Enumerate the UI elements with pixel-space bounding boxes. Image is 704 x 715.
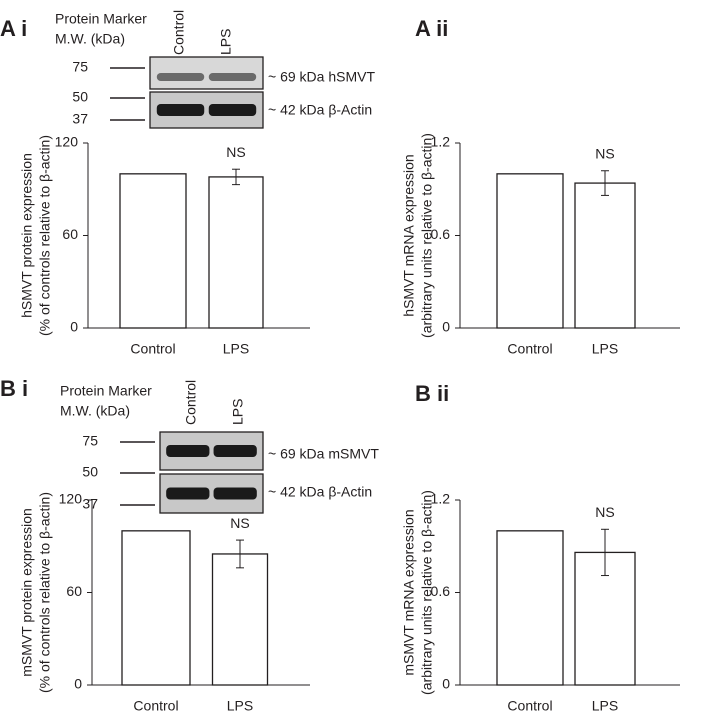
y-axis-label: hSMVT mRNA expression [401, 154, 417, 316]
marker-label: 50 [82, 464, 98, 480]
marker-label: 37 [82, 496, 98, 512]
marker-label: 37 [72, 111, 88, 127]
band [166, 487, 210, 500]
x-tick-label: Control [507, 698, 552, 714]
panel-label: A i [0, 16, 27, 41]
marker-label: 75 [72, 59, 88, 75]
band-label: ~ 42 kDa β-Actin [268, 102, 372, 118]
y-tick-label: 1.2 [431, 491, 451, 507]
band [213, 445, 257, 457]
annotation: NS [595, 145, 614, 161]
y-tick-label: 60 [62, 226, 78, 242]
lane-label: LPS [218, 29, 234, 55]
y-tick-label: 0 [70, 319, 78, 335]
bar [208, 176, 264, 329]
lane-label: Control [171, 10, 187, 55]
x-tick-label: Control [130, 341, 175, 357]
annotation: NS [230, 515, 249, 531]
x-tick-label: LPS [223, 341, 249, 357]
band [156, 73, 205, 81]
lane-label: LPS [230, 399, 246, 425]
y-tick-label: 0 [442, 676, 450, 692]
x-tick-label: LPS [227, 698, 253, 714]
bar [574, 182, 636, 329]
panel-label: B i [0, 376, 28, 401]
blot-title: M.W. (kDa) [55, 31, 125, 47]
y-tick-label: 120 [55, 134, 79, 150]
y-axis-label: mSMVT mRNA expression [401, 509, 417, 675]
y-axis-label: (arbitrary units relative to β-actin) [419, 490, 435, 695]
bar [211, 553, 269, 686]
marker-label: 50 [72, 89, 88, 105]
y-axis-label: mSMVT protein expression [19, 508, 35, 677]
band-label: ~ 42 kDa β-Actin [268, 484, 372, 500]
band [208, 73, 257, 81]
x-tick-label: LPS [592, 341, 618, 357]
band [166, 445, 210, 457]
band-label: ~ 69 kDa mSMVT [268, 446, 379, 462]
lane-label: Control [183, 380, 199, 425]
y-tick-label: 60 [66, 583, 82, 599]
y-tick-label: 1.2 [431, 134, 451, 150]
y-tick-label: 120 [59, 491, 83, 507]
y-tick-label: 0.6 [431, 583, 451, 599]
annotation: NS [226, 144, 245, 160]
bar [121, 530, 191, 686]
band [208, 104, 257, 116]
bar [119, 173, 187, 329]
bar [496, 173, 564, 329]
blot-title: Protein Marker [60, 383, 152, 399]
panel-label: B ii [415, 381, 449, 406]
y-axis-label: (% of controls relative to β-actin) [37, 135, 53, 336]
y-tick-label: 0 [74, 676, 82, 692]
band [156, 104, 205, 116]
y-axis-label: (arbitrary units relative to β-actin) [419, 133, 435, 338]
x-tick-label: LPS [592, 698, 618, 714]
y-axis-label: hSMVT protein expression [19, 153, 35, 318]
band [213, 487, 257, 500]
x-tick-label: Control [507, 341, 552, 357]
y-axis-label: (% of controls relative to β-actin) [37, 492, 53, 693]
panel-label: A ii [415, 16, 448, 41]
band-label: ~ 69 kDa hSMVT [268, 69, 375, 85]
blot-title: M.W. (kDa) [60, 403, 130, 419]
bar [496, 530, 564, 686]
annotation: NS [595, 504, 614, 520]
y-tick-label: 0.6 [431, 226, 451, 242]
y-tick-label: 0 [442, 319, 450, 335]
marker-label: 75 [82, 433, 98, 449]
x-tick-label: Control [133, 698, 178, 714]
blot-title: Protein Marker [55, 11, 147, 27]
